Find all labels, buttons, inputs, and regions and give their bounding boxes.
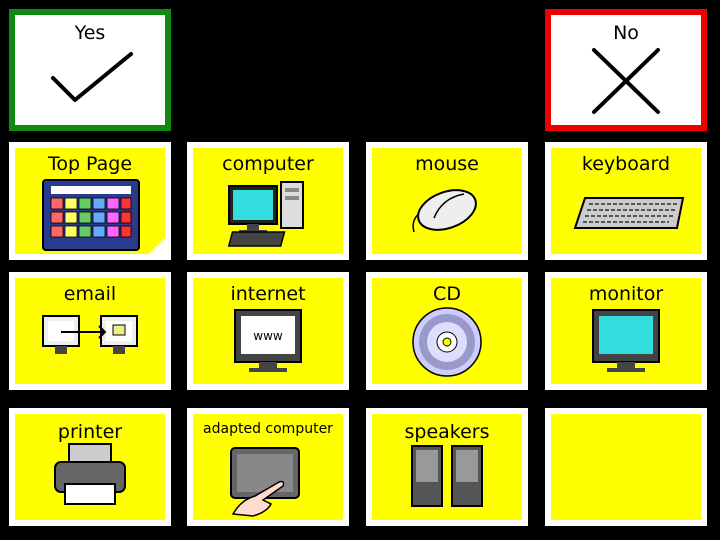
speakers-icon	[411, 445, 483, 507]
tile-speakers[interactable]: speakers	[366, 408, 528, 526]
yes-button[interactable]: Yes	[9, 9, 171, 131]
check-icon	[51, 51, 133, 102]
monitor-icon	[592, 309, 660, 372]
email-icon	[42, 315, 138, 354]
tile-email[interactable]: email	[9, 272, 171, 390]
grid-board-icon	[42, 179, 165, 254]
no-button[interactable]: No	[545, 9, 707, 131]
tile-top-page[interactable]: Top Page	[9, 142, 171, 260]
tile-label: Top Page	[47, 153, 133, 175]
tile-label: adapted computer	[203, 421, 333, 437]
tile-keyboard[interactable]: keyboard	[545, 142, 707, 260]
keyboard-icon	[573, 197, 685, 229]
desktop-computer-icon	[227, 181, 304, 247]
tile-label: email	[63, 283, 117, 305]
tile-label: printer	[57, 421, 123, 443]
tile-internet[interactable]: internet www	[187, 272, 349, 390]
tile-empty[interactable]	[545, 408, 707, 526]
tile-label: speakers	[404, 421, 490, 443]
tile-label: mouse	[415, 153, 479, 175]
mouse-icon	[412, 189, 477, 233]
printer-icon	[54, 443, 126, 505]
tile-computer[interactable]: computer	[187, 142, 349, 260]
tile-label: computer	[222, 153, 314, 175]
tile-cd[interactable]: CD	[366, 272, 528, 390]
tile-adapted-computer[interactable]: adapted computer	[187, 408, 349, 526]
tile-printer[interactable]: printer	[9, 408, 171, 526]
cd-icon	[412, 307, 482, 377]
svg-text:www: www	[253, 329, 283, 343]
tile-mouse[interactable]: mouse	[366, 142, 528, 260]
cross-icon	[592, 47, 660, 114]
tile-label: CD	[433, 283, 461, 305]
no-label: No	[613, 22, 639, 44]
internet-monitor-icon: www	[234, 309, 302, 372]
yes-label: Yes	[74, 22, 106, 44]
touchscreen-icon	[230, 447, 300, 517]
tile-label: monitor	[588, 283, 664, 305]
tile-monitor[interactable]: monitor	[545, 272, 707, 390]
tile-label: internet	[230, 283, 306, 305]
tile-label: keyboard	[581, 153, 671, 175]
